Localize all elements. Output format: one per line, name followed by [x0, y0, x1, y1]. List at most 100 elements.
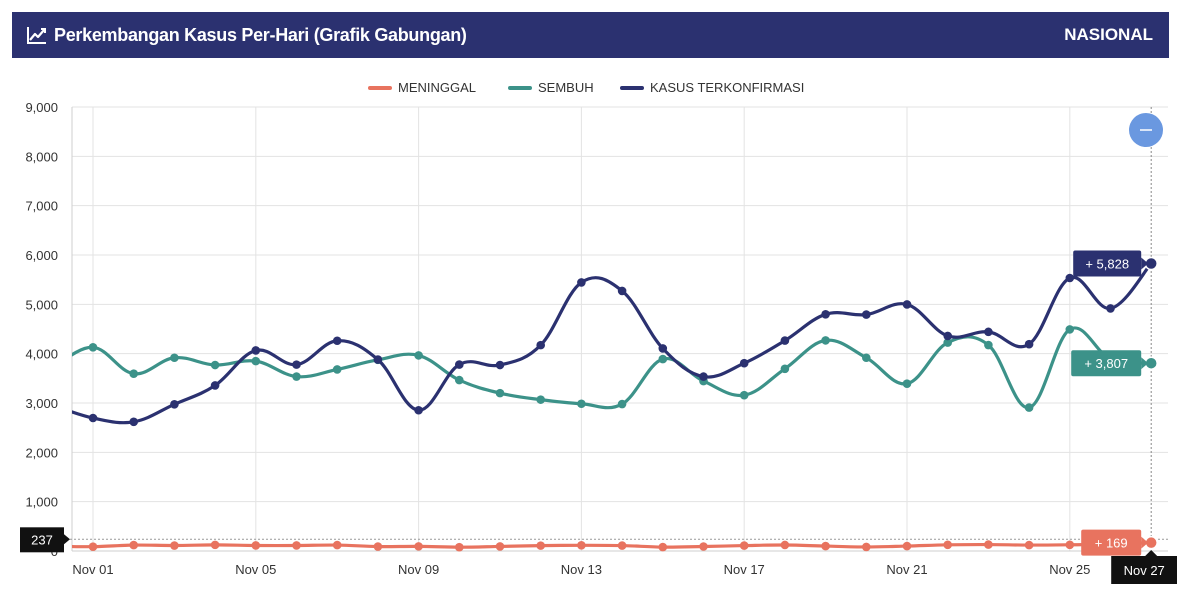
- data-point[interactable]: [536, 340, 545, 350]
- data-point[interactable]: [495, 388, 505, 398]
- data-point[interactable]: [943, 338, 952, 347]
- data-point[interactable]: [780, 540, 790, 550]
- data-point[interactable]: [780, 364, 790, 374]
- data-point[interactable]: [292, 372, 301, 381]
- data-point[interactable]: [1106, 304, 1115, 313]
- data-point[interactable]: [821, 309, 830, 319]
- data-point[interactable]: [821, 336, 830, 345]
- data-point[interactable]: [210, 540, 220, 550]
- data-point[interactable]: [943, 331, 952, 341]
- data-point[interactable]: [617, 286, 627, 296]
- tooltip-badge: [1073, 250, 1142, 277]
- data-point[interactable]: [1065, 325, 1075, 334]
- x-cursor-pointer: [1145, 550, 1158, 556]
- data-point[interactable]: [455, 360, 464, 369]
- data-point[interactable]: [48, 364, 57, 373]
- y-tick-label: 7,000: [25, 199, 58, 214]
- data-point[interactable]: [780, 336, 790, 345]
- data-point[interactable]: [902, 300, 912, 309]
- chart-title: Perkembangan Kasus Per-Hari (Grafik Gabu…: [54, 24, 467, 45]
- data-point[interactable]: [1024, 403, 1034, 412]
- data-point[interactable]: [1024, 339, 1034, 349]
- data-point[interactable]: [577, 541, 586, 550]
- data-point[interactable]: [332, 336, 342, 346]
- data-point[interactable]: [821, 541, 830, 551]
- series-line[interactable]: [52, 262, 1153, 425]
- data-point[interactable]: [902, 541, 912, 551]
- data-point[interactable]: [1065, 540, 1075, 550]
- data-point[interactable]: [984, 540, 993, 549]
- data-point[interactable]: [862, 353, 871, 363]
- data-point[interactable]: [577, 278, 586, 287]
- data-point[interactable]: [210, 381, 220, 390]
- data-point[interactable]: [88, 542, 98, 551]
- x-tick-label: Nov 05: [235, 562, 276, 577]
- data-point[interactable]: [862, 310, 871, 319]
- data-point[interactable]: [658, 354, 668, 364]
- data-point[interactable]: [129, 540, 138, 550]
- data-point[interactable]: [455, 542, 464, 552]
- data-point[interactable]: [536, 541, 545, 550]
- data-point[interactable]: [658, 542, 668, 552]
- data-point[interactable]: [495, 360, 505, 370]
- data-point[interactable]: [170, 353, 179, 363]
- data-point[interactable]: [577, 399, 586, 409]
- data-point[interactable]: [251, 541, 261, 550]
- data-point[interactable]: [862, 542, 871, 552]
- data-point[interactable]: [414, 542, 423, 551]
- data-point[interactable]: [292, 541, 301, 550]
- y-tick-label: 8,000: [25, 149, 58, 164]
- x-tick-label: Nov 01: [72, 562, 113, 577]
- data-point[interactable]: [617, 541, 627, 550]
- y-cursor-pointer: [64, 534, 70, 545]
- data-point[interactable]: [129, 417, 138, 427]
- data-point[interactable]: [699, 372, 708, 381]
- x-tick-label: Nov 13: [561, 562, 602, 577]
- data-point[interactable]: [170, 400, 179, 409]
- data-point[interactable]: [1024, 540, 1034, 550]
- line-chart-icon: [26, 24, 48, 46]
- data-point[interactable]: [332, 365, 342, 374]
- y-cursor-badge: [20, 527, 64, 553]
- data-point[interactable]: [251, 346, 261, 355]
- scope-label: NASIONAL: [1064, 25, 1153, 44]
- data-point[interactable]: [373, 542, 383, 551]
- y-tick-label: 2,000: [25, 445, 58, 460]
- data-point[interactable]: [292, 360, 301, 369]
- x-cursor-label: Nov 27: [1124, 563, 1165, 578]
- data-point[interactable]: [617, 399, 627, 409]
- data-point[interactable]: [739, 541, 749, 550]
- data-point[interactable]: [658, 344, 668, 353]
- data-point[interactable]: [170, 541, 179, 550]
- data-point[interactable]: [902, 379, 912, 388]
- data-point[interactable]: [129, 369, 138, 378]
- data-point[interactable]: [332, 540, 342, 550]
- data-point[interactable]: [943, 540, 952, 550]
- data-point[interactable]: [984, 327, 993, 337]
- x-tick-label: Nov 21: [886, 562, 927, 577]
- y-tick-label: 5,000: [25, 297, 58, 312]
- data-point[interactable]: [536, 395, 545, 404]
- tooltip-value-label: + 3,807: [1084, 356, 1128, 371]
- y-tick-label: 3,000: [25, 396, 58, 411]
- data-point[interactable]: [984, 340, 993, 350]
- legend-label: MENINGGAL: [398, 80, 476, 95]
- data-point[interactable]: [210, 360, 220, 370]
- data-point[interactable]: [699, 542, 708, 551]
- data-point[interactable]: [495, 542, 505, 551]
- tooltip-badge: [1081, 529, 1142, 556]
- tooltip-badge-pointer: [1141, 257, 1149, 270]
- data-point[interactable]: [251, 356, 261, 366]
- series-line[interactable]: [52, 541, 1152, 549]
- data-point[interactable]: [455, 375, 464, 385]
- data-point[interactable]: [414, 351, 423, 360]
- data-point[interactable]: [373, 355, 383, 364]
- data-point[interactable]: [1065, 273, 1075, 283]
- data-point[interactable]: [739, 358, 749, 368]
- data-point[interactable]: [414, 405, 423, 415]
- x-tick-label: Nov 25: [1049, 562, 1090, 577]
- data-point[interactable]: [739, 390, 749, 400]
- data-point[interactable]: [88, 343, 98, 352]
- data-point[interactable]: [88, 413, 98, 423]
